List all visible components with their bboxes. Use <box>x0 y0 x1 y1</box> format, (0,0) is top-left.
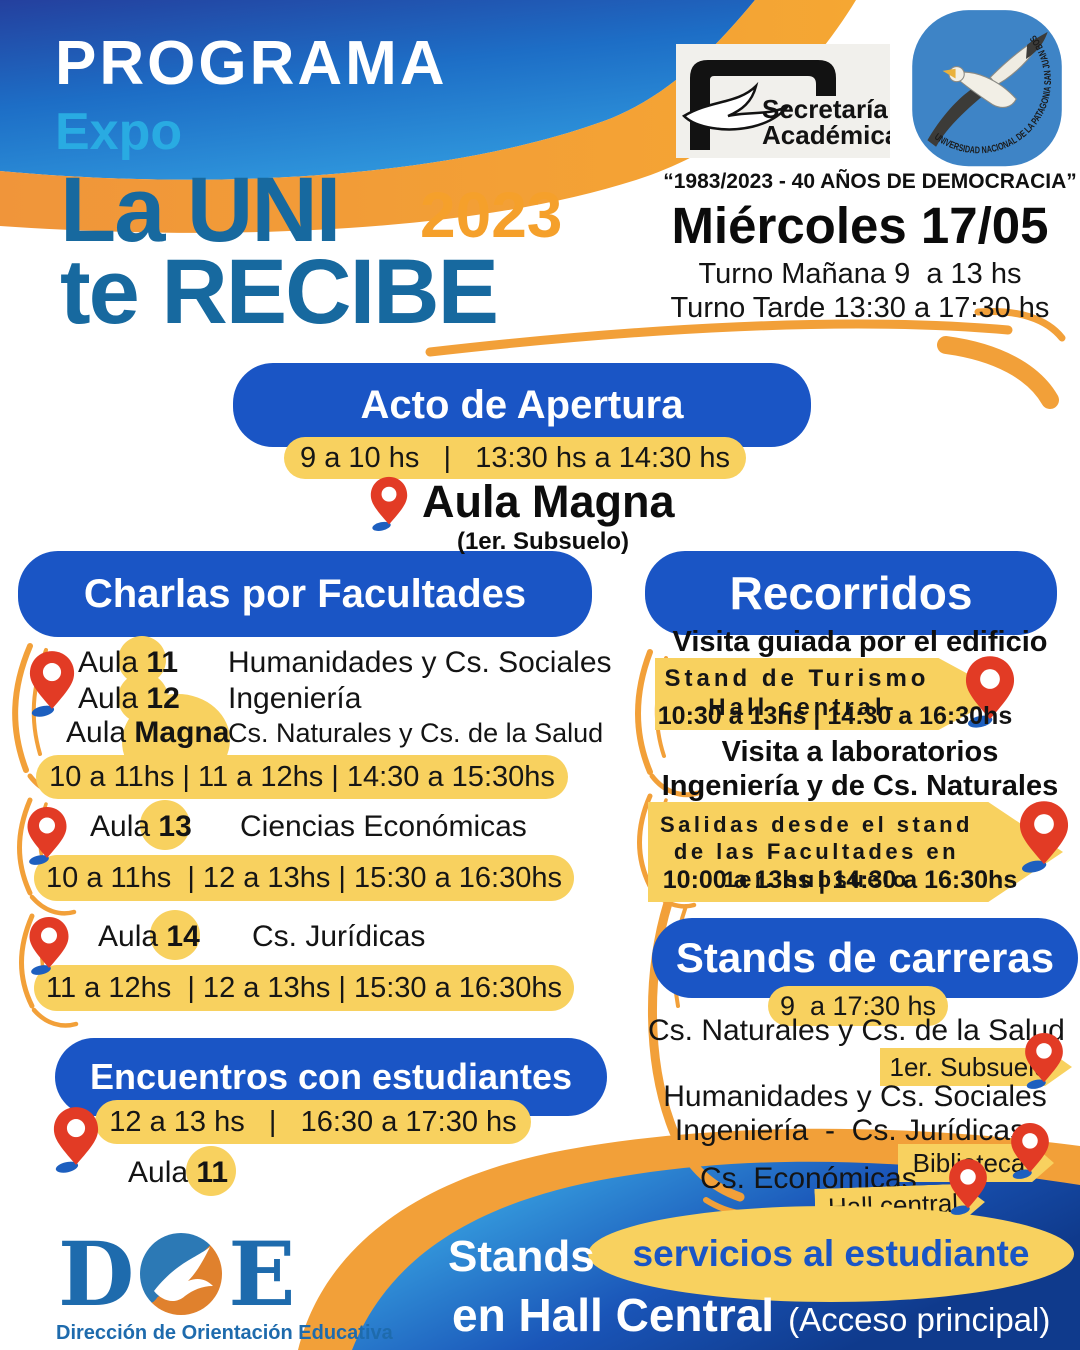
albatross-body-icon <box>955 71 1017 108</box>
frame-icon <box>690 60 836 150</box>
charlas-times-pill-3: 11 a 12hs | 12 a 13hs | 15:30 a 16:30hs <box>34 965 574 1011</box>
recorridos-times-2: 10:00 a 13hs | 14:30 a 16:30hs <box>662 866 1018 894</box>
doe-caption: Dirección de Orientación Educativa <box>56 1322 393 1344</box>
turismo-banner: Stand de Turismo -Hall central- <box>655 658 1005 730</box>
location-pin-icon <box>26 650 78 718</box>
salidas-banner: Salidas desde el stand de las Facultades… <box>648 802 1063 902</box>
footer-highlight-ellipse: servicios al estudiante <box>588 1206 1074 1302</box>
svg-text:Académica: Académica <box>762 120 890 150</box>
charlas-row-1: Aula 11 <box>78 646 179 679</box>
stands-row-1: Cs. Naturales y Cs. de la Salud <box>648 1014 1065 1047</box>
charlas-row-4: Aula 13 <box>90 810 192 843</box>
room-13-highlight <box>140 800 190 850</box>
recorridos-times-1: 10:30 a 13hs | 14:30 a 16:30hs <box>657 702 1013 730</box>
recorridos-subtitle-2b: Ingeniería y de Cs. Naturales <box>661 770 1059 802</box>
recorridos-title: Recorridos <box>729 567 973 619</box>
footer-line2: en Hall Central (Acceso principal) <box>452 1289 1051 1341</box>
doe-logo: D E <box>58 1222 296 1326</box>
event-year: 2023 <box>420 179 563 251</box>
charlas-row-1-faculty: Humanidades y Cs. Sociales <box>228 646 612 679</box>
apertura-times-pill: 9 a 10 hs | 13:30 hs a 14:30 hs <box>284 437 746 479</box>
bird-icon <box>154 1247 214 1302</box>
apertura-location-note: (1er. Subsuelo) <box>456 528 630 555</box>
morning-shift: Turno Mañana 9 a 13 hs <box>698 258 1022 290</box>
stands-times-pill: 9 a 17:30 hs <box>768 986 948 1026</box>
expo-label: Expo <box>55 103 183 161</box>
apertura-location: Aula Magna <box>422 476 675 527</box>
programa-title: PROGRAMA <box>55 29 448 98</box>
event-title-line2: te RECIBE <box>60 241 499 343</box>
albatross-wing-left-icon <box>927 88 982 147</box>
charlas-row-5: Aula 14 <box>98 920 200 953</box>
charlas-row-3: Aula Magna <box>66 716 230 749</box>
bird-icon <box>681 81 789 131</box>
location-pin-icon <box>368 476 410 532</box>
recorridos-section-header: Recorridos <box>645 551 1057 635</box>
doe-letter-d: D <box>58 1222 135 1326</box>
democracy-slogan: “1983/2023 - 40 AÑOS DE DEMOCRACIA” <box>663 170 1077 193</box>
footer-stands-word: Stands <box>448 1232 595 1281</box>
apertura-section-header: Acto de Apertura <box>233 363 811 447</box>
charlas-times-pill-1: 10 a 11hs | 11 a 12hs | 14:30 a 15:30hs <box>36 755 568 799</box>
encuentros-room: Aula 11 <box>128 1156 229 1189</box>
university-logo: UNIVERSIDAD NACIONAL DE LA PATAGONIA SAN… <box>905 8 1069 176</box>
event-title-line1: La UNI <box>60 159 341 261</box>
charlas-times-pill-2: 10 a 11hs | 12 a 13hs | 15:30 a 16:30hs <box>34 855 574 901</box>
room-12-highlight <box>118 673 168 723</box>
top-wave-decoration <box>0 0 856 233</box>
stands-tag-biblioteca: Biblioteca <box>898 1144 1054 1182</box>
recorridos-subtitle-2a: Visita a laboratorios <box>721 736 999 768</box>
charlas-section-header: Charlas por Facultades <box>18 551 592 637</box>
room-11-highlight <box>186 1146 236 1196</box>
secretaria-academica-logo: Secretaría Académica <box>676 44 890 158</box>
event-date: Miércoles 17/05 <box>671 197 1049 254</box>
doe-letter-e: E <box>228 1222 296 1326</box>
albatross-beak-icon <box>942 68 956 79</box>
stands-row-3: Ingeniería - Cs. Jurídicas <box>674 1114 1026 1147</box>
encuentros-title: Encuentros con estudiantes <box>89 1056 573 1097</box>
charlas-row-2: Aula 12 <box>78 682 180 715</box>
afternoon-shift: Turno Tarde 13:30 a 17:30 hs <box>670 292 1050 324</box>
svg-text:Secretaría: Secretaría <box>762 94 888 124</box>
charlas-title: Charlas por Facultades <box>83 571 527 616</box>
room-14-highlight <box>150 910 200 960</box>
encuentros-times-pill: 12 a 13 hs | 16:30 a 17:30 hs <box>95 1100 531 1144</box>
doe-circle-icon <box>140 1233 223 1315</box>
apertura-title: Acto de Apertura <box>360 382 684 427</box>
charlas-row-2-faculty: Ingeniería <box>228 682 362 715</box>
charlas-row-3-faculty: Cs. Naturales y Cs. de la Salud <box>228 718 604 748</box>
footer-highlight-text: servicios al estudiante <box>632 1233 1030 1274</box>
stands-title: Stands de carreras <box>675 934 1055 981</box>
stands-row-2: Humanidades y Cs. Sociales <box>663 1080 1047 1113</box>
charlas-row-5-faculty: Cs. Jurídicas <box>252 920 426 953</box>
charlas-row-4-faculty: Ciencias Económicas <box>240 810 527 843</box>
recorridos-subtitle-1: Visita guiada por el edificio <box>672 626 1048 658</box>
